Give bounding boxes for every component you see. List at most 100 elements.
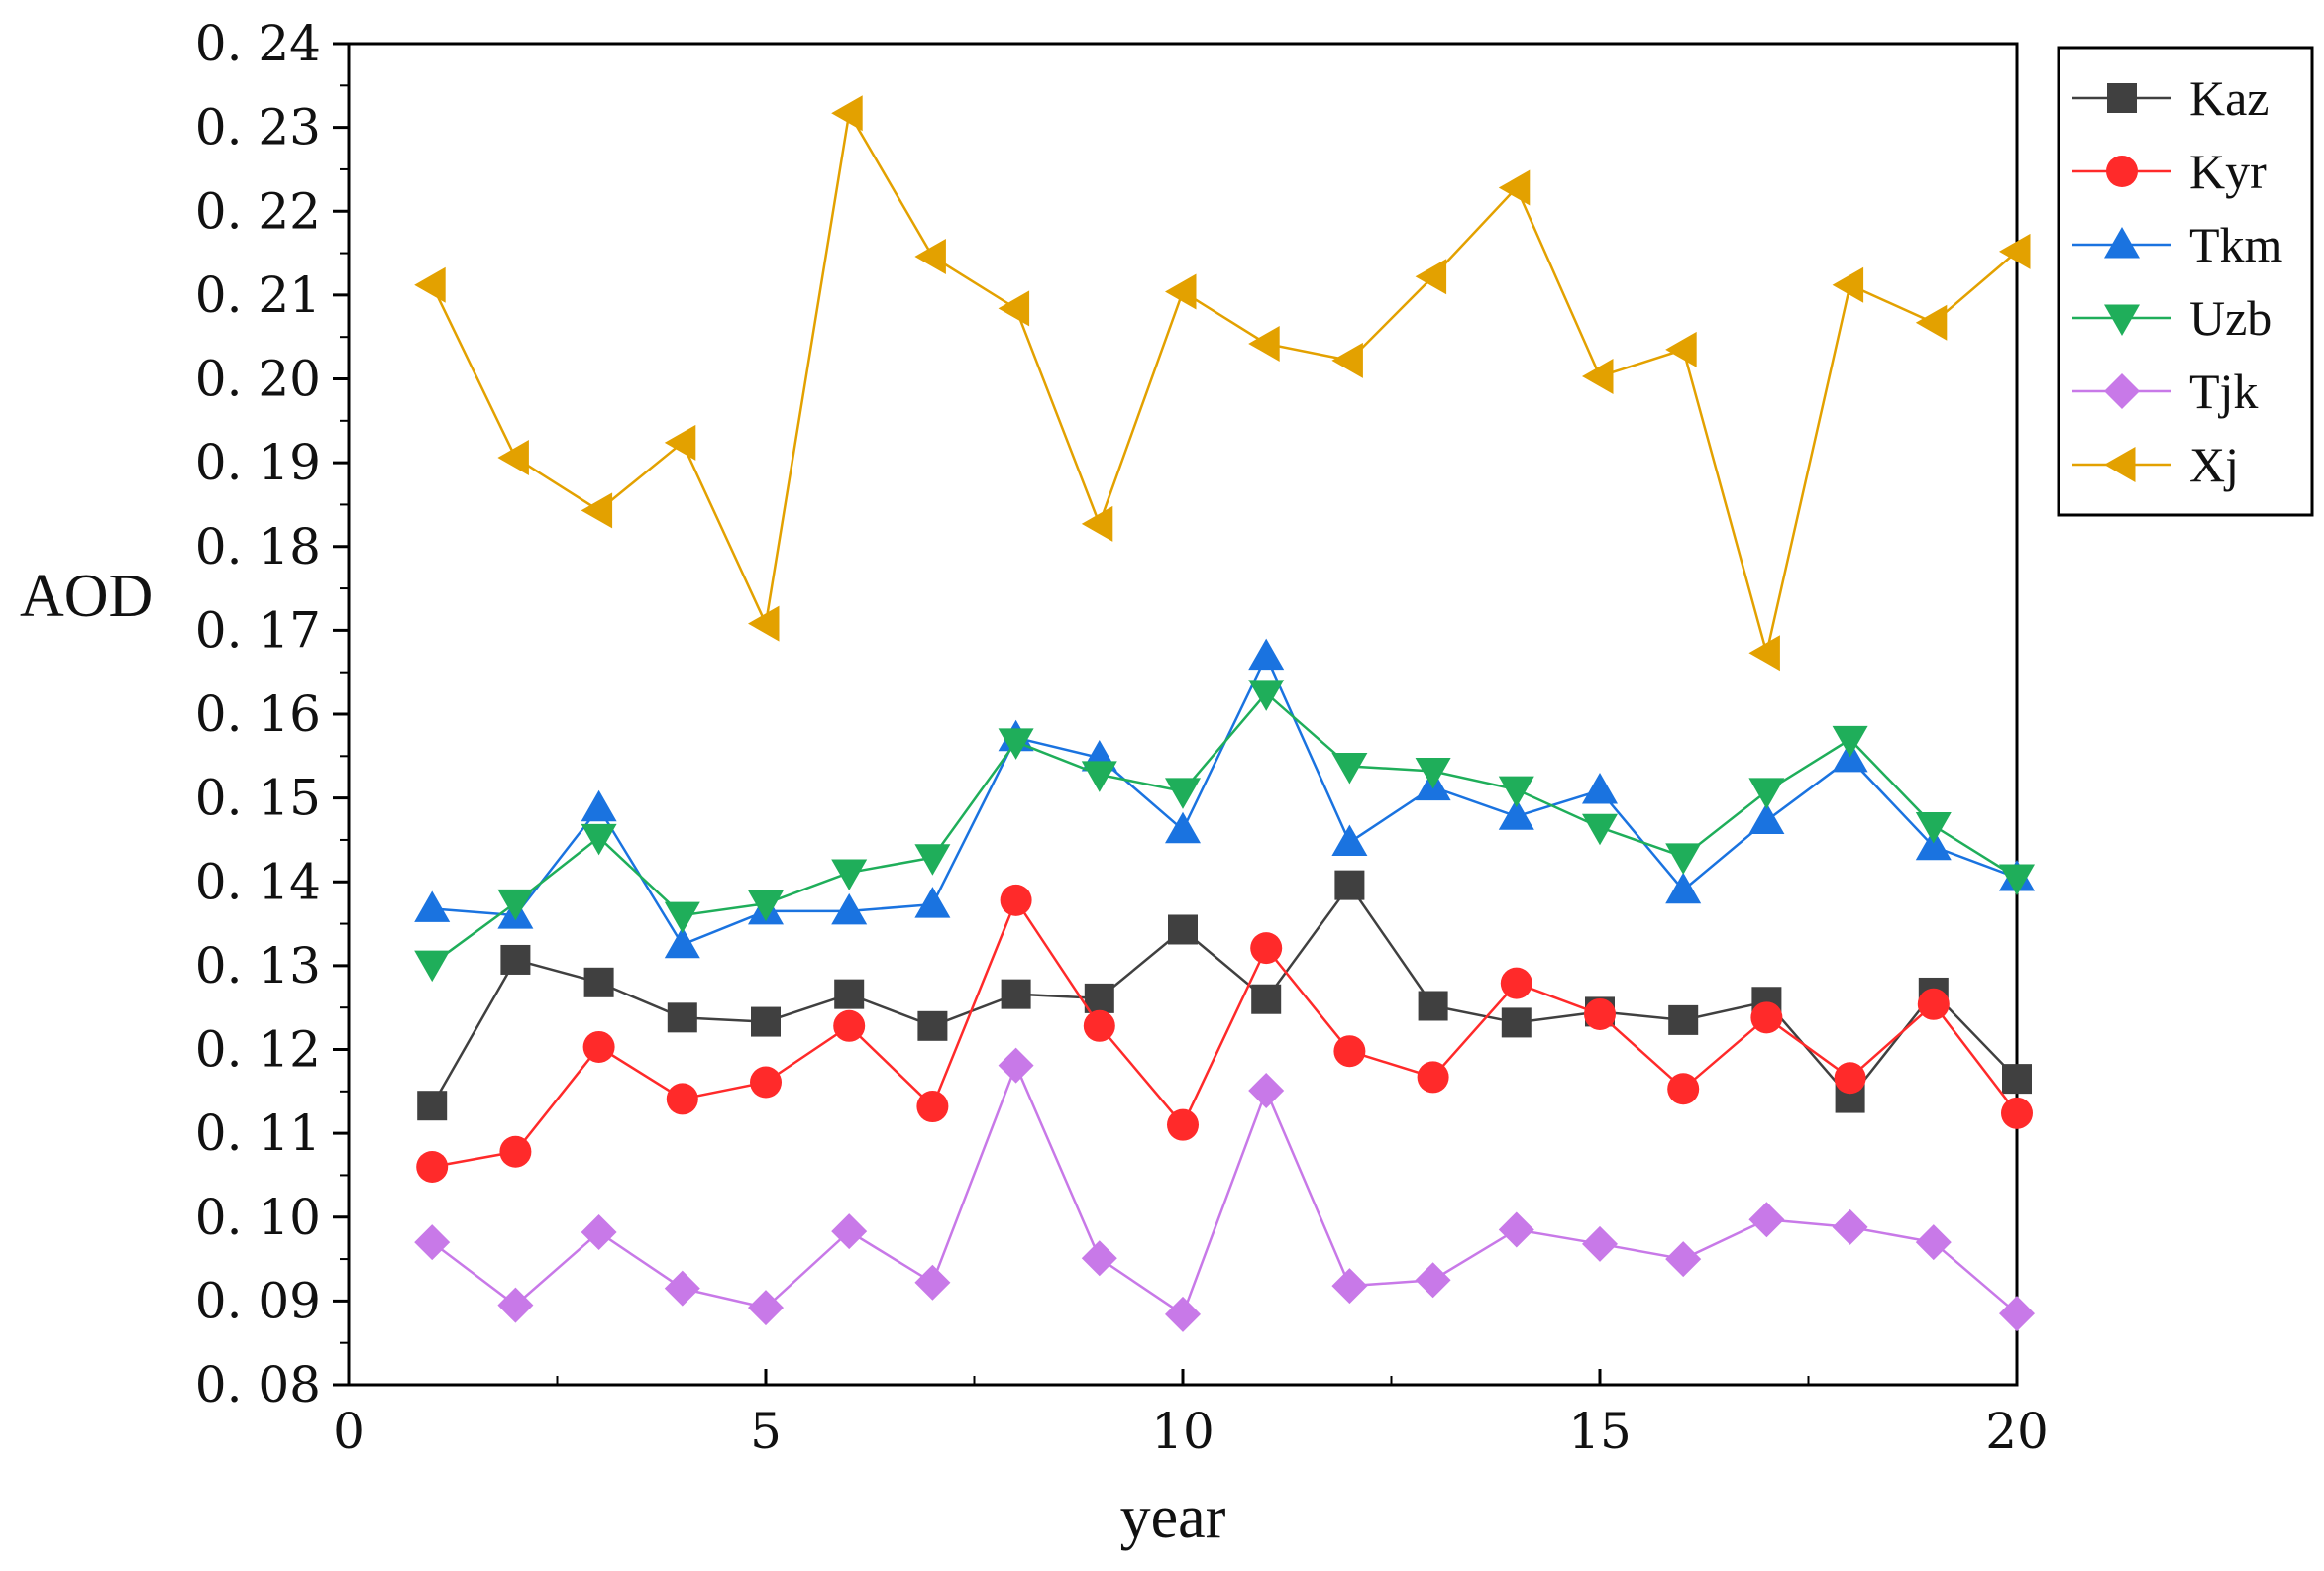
legend-label-xj: Xj (2189, 437, 2239, 492)
series-kyr-point (1167, 1108, 1199, 1141)
series-xj-point (664, 424, 696, 461)
series-tjk-point (1081, 1240, 1117, 1277)
series-uzb-point (1999, 864, 2035, 896)
series-tkm (414, 638, 2035, 959)
series-tjk-point (1748, 1202, 1785, 1238)
y-tick-label: 0. 22 (195, 182, 321, 240)
series-uzb-point (1832, 725, 1868, 758)
series-kyr-point (1417, 1061, 1449, 1094)
series-kaz-point (1001, 979, 1031, 1009)
series-tjk-point (1165, 1296, 1201, 1332)
y-tick-label: 0. 12 (195, 1021, 321, 1079)
series-uzb (414, 680, 2035, 983)
series-xj-point (998, 290, 1030, 327)
y-tick-label: 0. 14 (195, 853, 321, 910)
series-uzb-point (998, 728, 1034, 760)
legend-item-tkm: Tkm (2072, 217, 2283, 272)
legend-label-kyr: Kyr (2189, 144, 2267, 199)
series-tjk-point (581, 1213, 617, 1250)
series-tjk-point (831, 1213, 868, 1250)
y-tick-label: 0. 13 (195, 937, 321, 995)
series-tkm-point (1665, 872, 1702, 904)
legend-label-tkm: Tkm (2189, 217, 2283, 272)
series-tjk-point (664, 1270, 700, 1307)
series-kyr-point (1834, 1062, 1866, 1095)
series-kyr-point (916, 1091, 949, 1123)
series-tkm-point (1915, 828, 1952, 861)
series-uzb-point (1165, 778, 1201, 809)
series-kaz-point (1501, 1007, 1532, 1038)
series-kyr-point (2001, 1097, 2033, 1129)
series-tkm-point (1248, 638, 1285, 671)
series-kyr-point (1250, 932, 1283, 965)
series-kaz-point (1668, 1004, 1699, 1035)
y-tick-label: 0. 11 (195, 1104, 321, 1162)
series-tjk-point (1331, 1268, 1368, 1305)
y-tick-label: 0. 18 (195, 518, 321, 576)
legend-label-kaz: Kaz (2189, 70, 2270, 126)
series-xj-point (1748, 635, 1780, 672)
y-tick-label: 0. 15 (195, 770, 321, 827)
series-uzb-point (1498, 776, 1534, 808)
series-tjk-point (914, 1264, 951, 1301)
series-xj-point (1582, 358, 1614, 394)
series-kaz-point (2002, 1064, 2032, 1095)
series-xj-point (914, 238, 946, 274)
series-kyr (416, 884, 2033, 1183)
series-kyr-point (1500, 967, 1532, 999)
y-axis-title: AOD (20, 563, 153, 630)
x-tick-label: 0 (333, 1403, 365, 1460)
series-kyr-point (1750, 1001, 1783, 1034)
legend-marker-uzb (2104, 304, 2140, 336)
series-uzb-point (914, 844, 951, 876)
legend-item-uzb: Uzb (2072, 290, 2271, 346)
legend-marker-tjk (2104, 373, 2140, 409)
series-tkm-point (914, 887, 951, 918)
series-uzb-point (1748, 778, 1785, 809)
series-xj-point (748, 605, 780, 642)
series-tjk-point (1248, 1072, 1285, 1108)
series-kyr-point (499, 1135, 532, 1168)
axes-layer: 0. 08 0. 09 0. 10 0. 11 0. 12 0. 13 0. 14 0. 15… (195, 15, 2049, 1460)
y-tick-label: 0. 09 (195, 1272, 321, 1329)
series-xj-point (1498, 169, 1531, 206)
series-xj-point (1081, 505, 1113, 542)
legend-marker-kyr (2106, 156, 2138, 187)
series-kaz-point (500, 944, 531, 975)
series-kaz-point (1084, 983, 1114, 1013)
series-kyr-point (666, 1083, 698, 1115)
x-axis-title: year (1120, 1484, 1226, 1551)
series-tjk-point (497, 1287, 534, 1323)
series-uzb-point (1582, 813, 1618, 846)
legend: Kaz Kyr Tkm Uzb Tjk Xj (2057, 46, 2314, 517)
series-tkm-point (664, 926, 700, 959)
series-xj (414, 95, 2031, 672)
series-tjk-point (748, 1290, 784, 1326)
series-uzb-point (1248, 680, 1285, 711)
series-tkm-point (414, 890, 451, 922)
series-kaz-point (1418, 991, 1448, 1021)
legend-item-xj: Xj (2072, 437, 2239, 492)
series-kaz-point (417, 1091, 448, 1121)
series-kyr-point (416, 1150, 449, 1183)
series-kaz-point (1168, 914, 1198, 945)
y-tick-label: 0. 17 (195, 601, 321, 659)
legend-label-uzb: Uzb (2189, 290, 2271, 346)
series-kyr-point (1000, 884, 1032, 916)
series-xj-point (497, 440, 529, 476)
series-xj-line (431, 109, 2018, 654)
series-tjk-point (1915, 1224, 1952, 1261)
series-tkm-point (581, 789, 617, 822)
legend-marker-kaz (2107, 83, 2137, 113)
series-layer (414, 95, 2035, 1332)
series-kaz-point (917, 1010, 948, 1041)
series-tkm-point (1331, 824, 1368, 856)
legend-item-tjk: Tjk (2072, 364, 2258, 419)
series-uzb-point (1415, 758, 1451, 789)
series-tjk-point (1582, 1225, 1618, 1262)
series-xj-point (1915, 304, 1948, 341)
legend-item-kyr: Kyr (2072, 144, 2267, 199)
series-kaz (417, 870, 2032, 1121)
y-tick-label: 0. 19 (195, 434, 321, 491)
